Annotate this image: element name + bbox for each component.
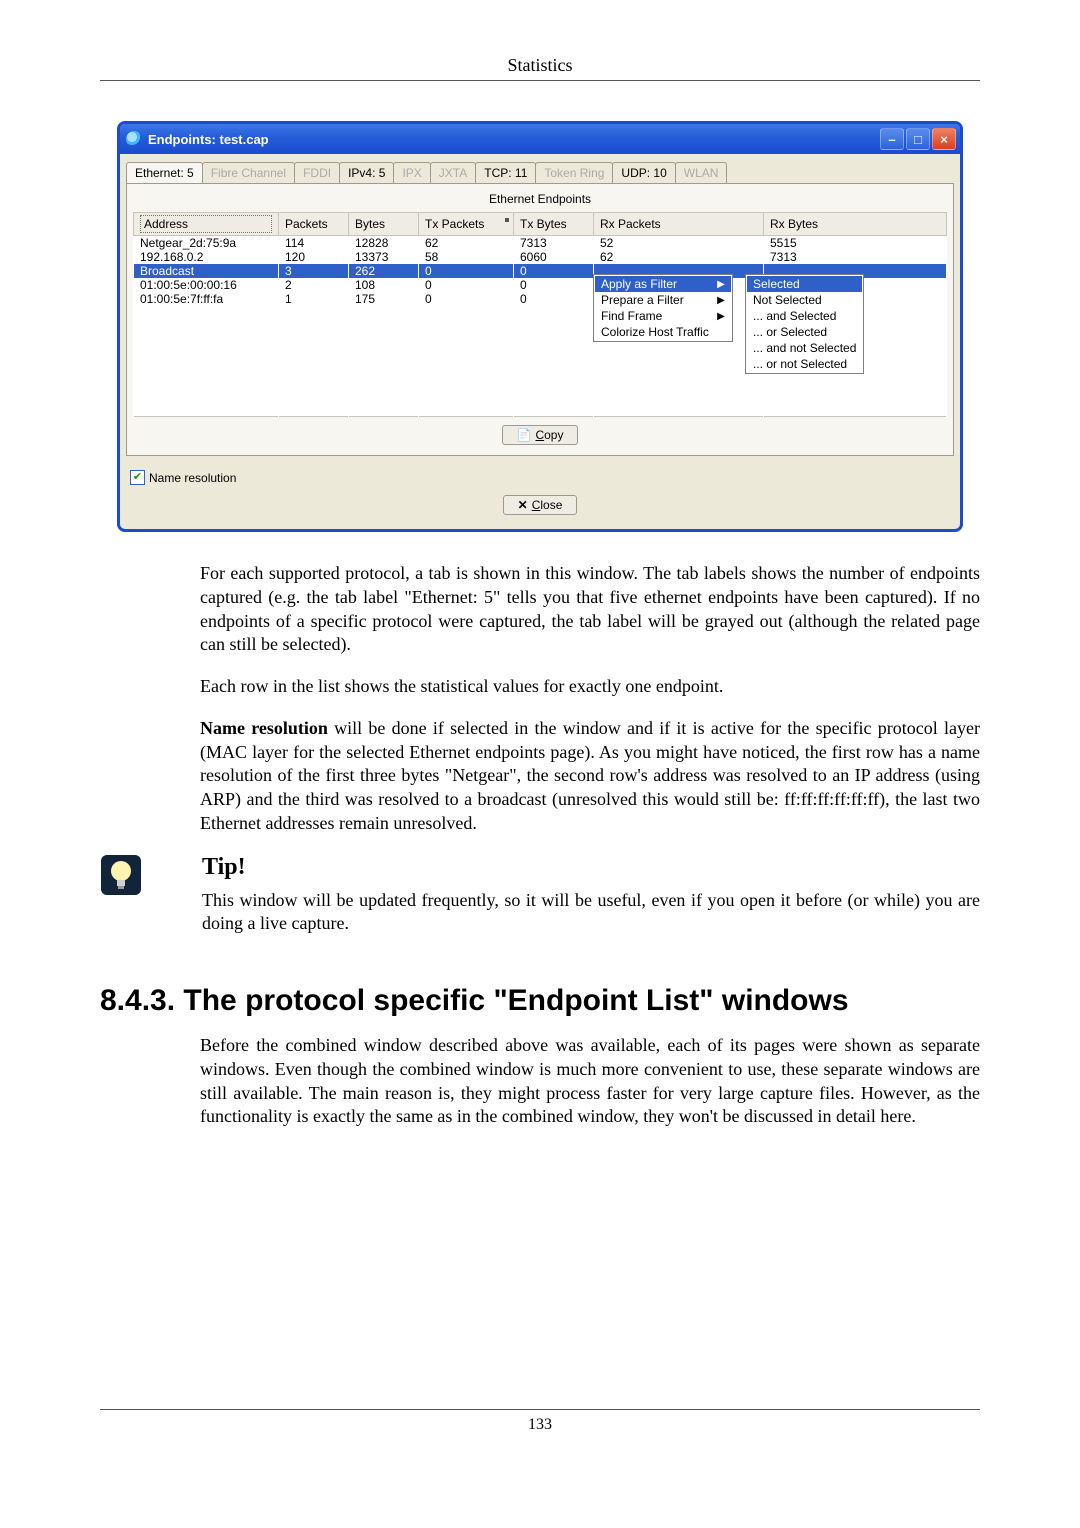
- table-cell: 0: [419, 278, 514, 292]
- tab[interactable]: FDDI: [294, 162, 340, 183]
- panel-caption: Ethernet Endpoints: [133, 190, 947, 212]
- footer-rule: [100, 1409, 980, 1410]
- table-row[interactable]: 192.168.0.212013373586060627313: [134, 250, 947, 264]
- table-cell: 114: [279, 236, 349, 251]
- context-submenu-item[interactable]: ... or not Selected: [747, 356, 862, 372]
- table-cell: 0: [419, 264, 514, 278]
- name-resolution-label: Name resolution: [149, 471, 236, 485]
- table-cell: 0: [419, 292, 514, 306]
- copy-icon: 📄: [517, 428, 532, 442]
- paragraph-3: Name resolution will be done if selected…: [200, 717, 980, 836]
- table-cell: 58: [419, 250, 514, 264]
- window-close-button[interactable]: ×: [932, 128, 956, 150]
- table-cell: 108: [349, 278, 419, 292]
- table-cell: 192.168.0.2: [134, 250, 279, 264]
- tab[interactable]: WLAN: [675, 162, 728, 183]
- tab[interactable]: IPv4: 5: [339, 162, 394, 183]
- context-submenu-item[interactable]: Not Selected: [747, 292, 862, 308]
- column-header[interactable]: Packets: [279, 213, 349, 236]
- table-cell: 0: [514, 264, 594, 278]
- app-icon: [126, 131, 142, 147]
- table-cell: Broadcast: [134, 264, 279, 278]
- table-cell: 175: [349, 292, 419, 306]
- copy-button[interactable]: 📄 Copy: [502, 425, 579, 445]
- table-cell: 12828: [349, 236, 419, 251]
- tab-panel: Ethernet Endpoints AddressPacketsBytesTx…: [126, 183, 954, 456]
- protocol-tabs: Ethernet: 5Fibre ChannelFDDIIPv4: 5IPXJX…: [120, 154, 960, 183]
- tab[interactable]: Ethernet: 5: [126, 162, 203, 183]
- page-number: 133: [100, 1416, 980, 1434]
- paragraph-2: Each row in the list shows the statistic…: [200, 675, 980, 699]
- table-cell: 0: [514, 292, 594, 306]
- table-cell: 52: [594, 236, 764, 251]
- column-header[interactable]: Tx Bytes: [514, 213, 594, 236]
- tab[interactable]: JXTA: [430, 162, 476, 183]
- section-heading: 8.4.3. The protocol specific "Endpoint L…: [100, 984, 980, 1018]
- context-menu-item[interactable]: Prepare a Filter▶: [595, 292, 731, 308]
- tip-title: Tip!: [202, 854, 980, 881]
- table-cell: 13373: [349, 250, 419, 264]
- column-header[interactable]: Rx Bytes: [764, 213, 947, 236]
- table-cell: 7313: [514, 236, 594, 251]
- tab[interactable]: Fibre Channel: [202, 162, 295, 183]
- column-header[interactable]: Rx Packets: [594, 213, 764, 236]
- name-resolution-checkbox[interactable]: ✔: [130, 470, 145, 485]
- paragraph-1: For each supported protocol, a tab is sh…: [200, 562, 980, 657]
- tab[interactable]: TCP: 11: [475, 162, 536, 183]
- table-cell: 5515: [764, 236, 947, 251]
- context-menu[interactable]: Apply as Filter▶Prepare a Filter▶Find Fr…: [593, 274, 733, 342]
- maximize-button[interactable]: □: [906, 128, 930, 150]
- endpoints-window: Endpoints: test.cap – □ × Ethernet: 5Fib…: [117, 121, 963, 532]
- table-row[interactable]: Netgear_2d:75:9a11412828627313525515: [134, 236, 947, 251]
- window-title: Endpoints: test.cap: [148, 132, 269, 147]
- table-cell: 62: [594, 250, 764, 264]
- context-submenu-item[interactable]: ... or Selected: [747, 324, 862, 340]
- page-header-title: Statistics: [100, 55, 980, 76]
- context-menu-item[interactable]: Find Frame▶: [595, 308, 731, 324]
- tab[interactable]: UDP: 10: [612, 162, 675, 183]
- table-cell: 01:00:5e:7f:ff:fa: [134, 292, 279, 306]
- tip-icon: [100, 854, 142, 896]
- tab[interactable]: Token Ring: [535, 162, 613, 183]
- minimize-button[interactable]: –: [880, 128, 904, 150]
- context-submenu-item[interactable]: Selected: [747, 276, 862, 292]
- table-cell: Netgear_2d:75:9a: [134, 236, 279, 251]
- context-submenu-item[interactable]: ... and Selected: [747, 308, 862, 324]
- column-header[interactable]: Bytes: [349, 213, 419, 236]
- tip-body: This window will be updated frequently, …: [202, 889, 980, 937]
- header-rule: [100, 80, 980, 81]
- context-submenu-item[interactable]: ... and not Selected: [747, 340, 862, 356]
- tab[interactable]: IPX: [393, 162, 430, 183]
- table-cell: 3: [279, 264, 349, 278]
- close-button[interactable]: ✕ Close: [503, 495, 578, 515]
- context-menu-item[interactable]: Apply as Filter▶: [595, 276, 731, 292]
- table-cell: 0: [514, 278, 594, 292]
- table-cell: 62: [419, 236, 514, 251]
- table-cell: 2: [279, 278, 349, 292]
- table-cell: 7313: [764, 250, 947, 264]
- table-cell: 120: [279, 250, 349, 264]
- window-titlebar[interactable]: Endpoints: test.cap – □ ×: [120, 124, 960, 154]
- table-cell: 1: [279, 292, 349, 306]
- close-icon: ✕: [518, 498, 528, 512]
- section-body: Before the combined window described abo…: [200, 1034, 980, 1129]
- table-cell: 01:00:5e:00:00:16: [134, 278, 279, 292]
- column-header[interactable]: Address: [134, 213, 279, 236]
- column-header[interactable]: Tx Packets: [419, 213, 514, 236]
- table-cell: 6060: [514, 250, 594, 264]
- context-submenu[interactable]: SelectedNot Selected... and Selected... …: [745, 274, 864, 374]
- context-menu-item[interactable]: Colorize Host Traffic: [595, 324, 731, 340]
- table-cell: 262: [349, 264, 419, 278]
